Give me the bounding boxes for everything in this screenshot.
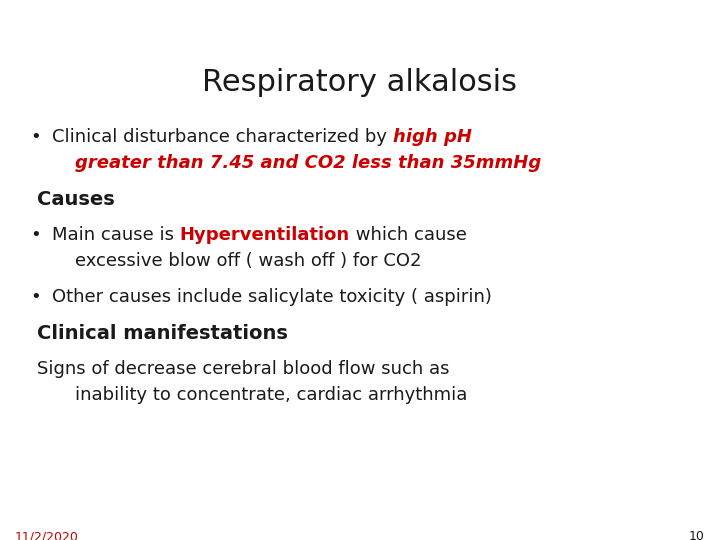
Text: Hyperventilation: Hyperventilation (180, 226, 350, 244)
Text: Main cause is: Main cause is (52, 226, 180, 244)
Text: •: • (30, 128, 41, 146)
Text: •: • (30, 288, 41, 306)
Text: high pH: high pH (392, 128, 472, 146)
Text: which cause: which cause (350, 226, 467, 244)
Text: Clinical manifestations: Clinical manifestations (37, 324, 288, 343)
Text: •: • (30, 226, 41, 244)
Text: Clinical disturbance characterized by: Clinical disturbance characterized by (52, 128, 392, 146)
Text: 10: 10 (689, 530, 705, 540)
Text: Causes: Causes (37, 190, 114, 209)
Text: Respiratory alkalosis: Respiratory alkalosis (202, 68, 518, 97)
Text: greater than 7.45 and CO2 less than 35mmHg: greater than 7.45 and CO2 less than 35mm… (75, 154, 541, 172)
Text: excessive blow off ( wash off ) for CO2: excessive blow off ( wash off ) for CO2 (75, 252, 421, 270)
Text: inability to concentrate, cardiac arrhythmia: inability to concentrate, cardiac arrhyt… (75, 386, 467, 404)
Text: Other causes include salicylate toxicity ( aspirin): Other causes include salicylate toxicity… (52, 288, 492, 306)
Text: Signs of decrease cerebral blood flow such as: Signs of decrease cerebral blood flow su… (37, 360, 449, 378)
Text: 11/2/2020: 11/2/2020 (15, 530, 79, 540)
